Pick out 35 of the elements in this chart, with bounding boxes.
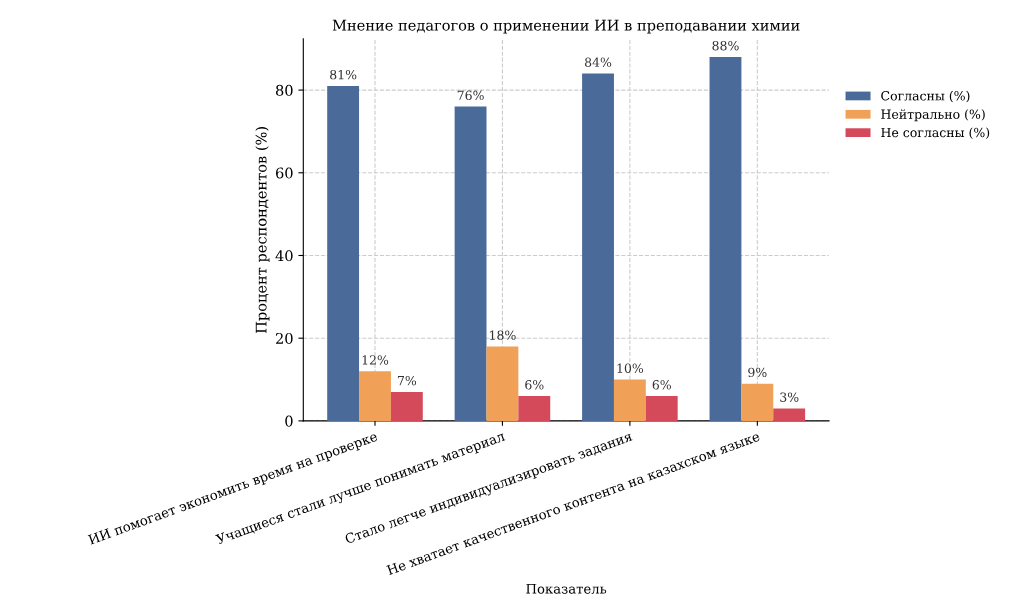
bar [390,391,423,421]
y-tick-label: 40 [275,250,293,262]
bar [773,408,806,421]
data-label: 10% [617,363,644,373]
data-label: 3% [780,392,799,402]
data-label: 9% [748,367,767,378]
data-label: 81% [330,69,357,80]
data-label: 76% [457,90,484,101]
bar [645,396,678,421]
bar [613,379,646,421]
y-axis-title: Процент респондентов (%) [255,127,270,333]
y-tick-label: 60 [276,167,293,179]
data-label: 6% [525,380,544,390]
data-label: 18% [490,330,516,340]
data-label: 88% [712,40,739,51]
data-label: 12% [362,355,389,365]
legend-label: Согласны (%) [881,90,970,103]
bar [327,85,360,421]
data-label: 84% [584,57,612,67]
legend-label: Не согласны (%) [881,127,990,139]
bar [486,346,519,421]
bar [454,106,487,421]
data-label: 7% [397,375,417,386]
x-axis-title: Показатель [526,583,607,594]
bar [359,371,391,421]
legend-label: Нейтрально (%) [881,109,985,122]
bar [741,383,774,421]
bar [582,73,614,421]
y-tick-label: 80 [276,84,293,96]
chart-title: Мнение педагогов о применении ИИ в преподавании химии [332,19,800,34]
y-tick-label: 0 [285,415,293,427]
data-label: 6% [652,380,671,390]
bar [518,396,551,421]
y-tick-label: 20 [276,332,293,344]
bar [709,57,742,421]
